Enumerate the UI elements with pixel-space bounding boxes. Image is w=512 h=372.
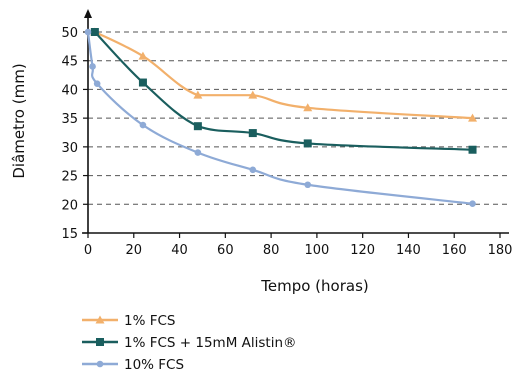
legend-item: 1% FCS + 15mM Alistin® bbox=[82, 335, 297, 351]
legend-label: 1% FCS + 15mM Alistin® bbox=[124, 335, 297, 351]
x-axis-title: Tempo (horas) bbox=[260, 277, 368, 295]
y-tick-label: 40 bbox=[61, 83, 78, 98]
data-point bbox=[248, 90, 258, 99]
data-point bbox=[303, 139, 312, 148]
data-point bbox=[89, 63, 96, 70]
x-tick-label: 140 bbox=[396, 243, 421, 258]
data-point bbox=[248, 129, 257, 138]
data-point bbox=[193, 122, 202, 131]
x-tick-label: 120 bbox=[350, 243, 375, 258]
x-tick-label: 0 bbox=[84, 243, 92, 258]
series-line bbox=[93, 30, 474, 151]
legend-label: 10% FCS bbox=[124, 357, 184, 372]
y-tick-label: 50 bbox=[61, 26, 78, 41]
data-point bbox=[303, 103, 313, 112]
data-point bbox=[138, 51, 148, 60]
y-tick-label: 30 bbox=[61, 141, 78, 156]
data-point bbox=[93, 80, 101, 87]
y-axis-arrow bbox=[84, 9, 92, 18]
series-2 bbox=[90, 28, 477, 154]
legend-marker bbox=[96, 360, 104, 368]
x-tick-labels: 0 20 40 60 80 100 120 140 160 180 bbox=[84, 233, 512, 258]
data-point bbox=[304, 181, 312, 189]
y-axis-title: Diâmetro (mm) bbox=[10, 63, 28, 178]
data-point bbox=[193, 90, 203, 99]
x-tick-label: 80 bbox=[263, 243, 280, 258]
y-tick-label: 25 bbox=[61, 170, 78, 185]
y-tick-label: 45 bbox=[61, 55, 78, 70]
y-tick-labels: 15 20 25 30 35 40 45 50 bbox=[61, 26, 88, 242]
series-1 bbox=[90, 27, 478, 122]
x-tick-label: 160 bbox=[442, 243, 467, 258]
x-tick-label: 20 bbox=[126, 243, 143, 258]
y-tick-label: 20 bbox=[61, 198, 78, 213]
x-tick-label: 60 bbox=[217, 243, 234, 258]
data-point bbox=[84, 28, 92, 36]
series-3 bbox=[84, 28, 476, 208]
legend-marker bbox=[96, 338, 104, 346]
x-tick-label: 40 bbox=[171, 243, 188, 258]
series-group bbox=[84, 27, 478, 208]
y-tick-label: 15 bbox=[61, 227, 78, 242]
data-point bbox=[194, 149, 202, 156]
data-point bbox=[138, 78, 147, 87]
data-point bbox=[249, 166, 257, 174]
legend-marker bbox=[95, 315, 105, 324]
legend-item: 10% FCS bbox=[82, 357, 184, 372]
x-tick-label: 100 bbox=[304, 243, 329, 258]
series-line bbox=[86, 30, 474, 205]
data-point bbox=[90, 28, 99, 36]
gridlines bbox=[88, 31, 509, 205]
x-tick-label: 180 bbox=[488, 243, 512, 258]
data-point bbox=[139, 121, 147, 129]
data-point bbox=[468, 113, 478, 122]
legend-label: 1% FCS bbox=[124, 313, 175, 329]
y-tick-label: 35 bbox=[61, 112, 78, 127]
data-point bbox=[469, 200, 476, 208]
axes bbox=[82, 9, 509, 234]
legend-item: 1% FCS bbox=[82, 313, 175, 329]
series-line bbox=[93, 30, 474, 120]
legend: 1% FCS 1% FCS + 15mM Alistin® 10% FCS bbox=[82, 313, 297, 372]
data-point bbox=[468, 145, 477, 154]
